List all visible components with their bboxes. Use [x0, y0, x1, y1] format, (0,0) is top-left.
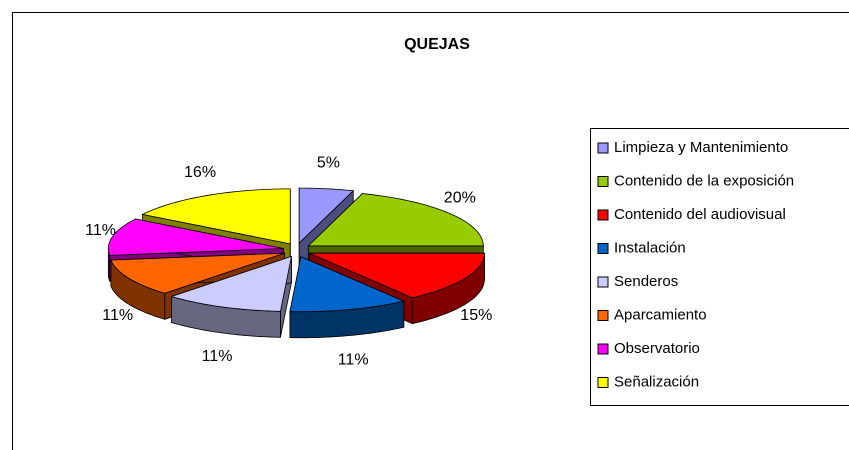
slice [298, 187, 355, 245]
slice [307, 193, 484, 247]
legend-label: Observatorio [614, 340, 700, 357]
chart-title: QUEJAS [404, 36, 470, 53]
pie-slice [289, 256, 406, 339]
legend-label: Instalación [614, 239, 686, 256]
legend-swatch [597, 310, 609, 321]
legend-swatch [597, 209, 609, 221]
data-label: 11% [85, 222, 116, 239]
legend-swatch [597, 276, 609, 288]
slice [141, 188, 291, 245]
slice [289, 256, 406, 313]
slice [107, 218, 284, 256]
legend-label: Señalización [614, 373, 699, 390]
data-label: 15% [460, 307, 492, 324]
legend-label: Contenido de la exposición [614, 172, 794, 189]
slice [309, 252, 485, 299]
legend-label: Senderos [614, 273, 678, 290]
data-label: 11% [202, 348, 233, 365]
data-label: 16% [184, 164, 216, 181]
slice [170, 255, 292, 312]
data-label: 5% [317, 154, 340, 171]
data-label: 20% [444, 189, 476, 206]
legend-label: Aparcamiento [614, 306, 707, 323]
slice [110, 252, 285, 294]
legend-label: Limpieza y Mantenimiento [614, 139, 788, 156]
legend-swatch [597, 243, 609, 254]
pie-slice [170, 255, 292, 338]
data-label: 11% [102, 307, 133, 324]
legend-label: Contenido del audiovisual [614, 206, 786, 223]
data-label: 11% [338, 352, 369, 369]
legend-swatch [597, 343, 609, 355]
legend-swatch [597, 176, 609, 187]
legend-swatch [597, 377, 609, 388]
legend-box [590, 128, 849, 406]
legend-swatch [597, 142, 609, 154]
